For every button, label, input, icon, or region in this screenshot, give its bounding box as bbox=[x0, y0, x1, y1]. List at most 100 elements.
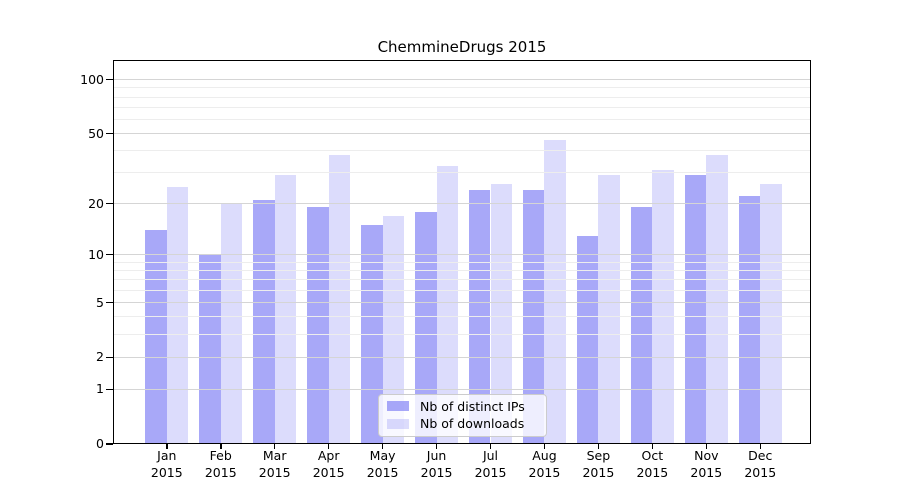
x-axis-tick-label-line: Jan bbox=[157, 448, 177, 463]
x-axis-tick-label: Nov 2015 bbox=[679, 448, 733, 481]
y-axis-tick-mark bbox=[105, 132, 113, 135]
bar-downloads bbox=[706, 154, 728, 444]
legend-item-distinct-ips: Nb of distinct IPs bbox=[387, 399, 538, 415]
bar-downloads bbox=[328, 154, 351, 444]
x-axis-tick-label-line: 2015 bbox=[420, 464, 453, 480]
bar-downloads bbox=[490, 183, 513, 444]
y-axis-tick-label: 0 bbox=[96, 436, 104, 451]
x-axis-tick-label: Mar 2015 bbox=[248, 448, 302, 481]
y-axis-tick-label: 5 bbox=[96, 294, 104, 310]
x-axis-tick-label-line: Jul bbox=[482, 448, 499, 463]
x-axis-tick-label-line: Dec bbox=[748, 448, 773, 463]
bar-distinct-ips bbox=[145, 230, 167, 444]
x-axis-tick-label: Sep 2015 bbox=[571, 448, 625, 481]
legend-item-downloads: Nb of downloads bbox=[387, 416, 538, 432]
x-axis-tick-label-line: Oct bbox=[641, 448, 664, 463]
chart-title: ChemmineDrugs 2015 bbox=[377, 38, 547, 56]
major-grid-line bbox=[113, 388, 811, 390]
bar-downloads bbox=[652, 170, 675, 444]
legend-label-downloads: Nb of downloads bbox=[420, 416, 525, 432]
legend-swatch-distinct-ips bbox=[387, 401, 409, 412]
x-axis-tick-mark bbox=[166, 444, 168, 449]
x-axis-tick-label-line: Aug bbox=[532, 448, 557, 463]
bar-distinct-ips bbox=[253, 199, 275, 444]
minor-grid-line bbox=[113, 118, 811, 120]
x-axis-tick-label: Jun 2015 bbox=[410, 448, 464, 481]
x-axis-tick-label-line: 2015 bbox=[204, 464, 237, 480]
bar-downloads bbox=[436, 165, 459, 444]
bar-distinct-ips bbox=[630, 207, 653, 444]
minor-grid-line bbox=[113, 289, 811, 291]
bar-downloads bbox=[166, 186, 189, 444]
x-axis-tick-label-line: Apr bbox=[317, 448, 340, 463]
minor-grid-line bbox=[113, 150, 811, 152]
x-axis-tick-mark bbox=[597, 444, 600, 449]
x-axis-tick-label-line: Sep bbox=[586, 448, 611, 463]
x-axis-tick-mark bbox=[273, 444, 276, 449]
minor-grid-line bbox=[113, 316, 811, 318]
y-axis-tick-label: 1 bbox=[96, 381, 104, 397]
x-axis-tick-label: May 2015 bbox=[356, 448, 410, 481]
minor-grid-line bbox=[113, 87, 811, 89]
x-axis-tick-mark bbox=[435, 444, 438, 449]
x-axis-tick-mark bbox=[651, 444, 654, 449]
bar-distinct-ips bbox=[306, 207, 329, 444]
y-axis-tick-label: 2 bbox=[96, 349, 104, 365]
minor-grid-line bbox=[113, 279, 811, 281]
y-axis-tick-mark bbox=[105, 202, 113, 205]
bar-downloads bbox=[544, 140, 567, 444]
major-grid-line bbox=[113, 302, 811, 304]
x-axis-tick-mark bbox=[543, 444, 546, 449]
x-axis-tick-mark bbox=[381, 444, 384, 449]
bar-distinct-ips bbox=[199, 254, 221, 444]
legend-label-distinct-ips: Nb of distinct IPs bbox=[420, 398, 525, 414]
bar-distinct-ips bbox=[684, 175, 707, 444]
y-axis-tick-label: 100 bbox=[80, 71, 104, 87]
x-axis-tick-label: Dec 2015 bbox=[733, 448, 787, 481]
x-axis-tick-label-line: 2015 bbox=[474, 464, 507, 480]
y-axis-tick-mark bbox=[105, 253, 113, 256]
x-axis-tick-label: Jul 2015 bbox=[464, 448, 518, 481]
bar-distinct-ips bbox=[576, 235, 599, 444]
x-axis-tick-label-line: 2015 bbox=[528, 464, 561, 480]
x-axis-tick-mark bbox=[489, 444, 492, 449]
x-axis-tick-label-line: May bbox=[369, 448, 396, 463]
y-axis-tick-mark bbox=[105, 356, 113, 358]
y-axis-tick-label: 10 bbox=[88, 246, 104, 262]
x-axis-tick-mark bbox=[759, 444, 761, 449]
x-axis-tick-mark bbox=[220, 444, 222, 449]
y-axis-tick-label: 20 bbox=[88, 195, 104, 211]
y-axis-tick-mark bbox=[105, 78, 113, 81]
minor-grid-line bbox=[113, 96, 811, 98]
x-axis-tick-mark bbox=[705, 444, 708, 449]
legend-swatch-downloads bbox=[387, 418, 409, 429]
x-axis-tick-label: Aug 2015 bbox=[517, 448, 571, 481]
x-axis-tick-label-line: Nov bbox=[694, 448, 719, 463]
x-axis-tick-label-line: 2015 bbox=[636, 464, 669, 480]
x-axis-tick-label: Feb 2015 bbox=[194, 448, 248, 481]
bar-downloads bbox=[274, 175, 297, 444]
y-axis-tick-mark bbox=[105, 443, 113, 445]
x-axis-tick-label: Apr 2015 bbox=[302, 448, 356, 481]
major-grid-line bbox=[113, 133, 811, 135]
plot-area: Nb of distinct IPs Nb of downloads bbox=[113, 59, 811, 444]
x-axis-tick-label-line: 2015 bbox=[690, 464, 723, 480]
major-grid-line bbox=[113, 79, 811, 81]
major-grid-line bbox=[113, 356, 811, 358]
legend: Nb of distinct IPs Nb of downloads bbox=[378, 393, 547, 437]
x-axis-tick-mark bbox=[327, 444, 330, 449]
y-axis-tick-label: 50 bbox=[88, 125, 104, 141]
x-axis-tick-label-line: 2015 bbox=[582, 464, 615, 480]
x-axis-tick-label-line: Mar bbox=[262, 448, 287, 463]
minor-grid-line bbox=[113, 334, 811, 336]
minor-grid-line bbox=[113, 106, 811, 108]
bar-distinct-ips bbox=[414, 211, 437, 444]
x-axis-tick-label-line: 2015 bbox=[258, 464, 291, 480]
x-axis-tick-label-line: Jun bbox=[426, 448, 447, 463]
minor-grid-line bbox=[113, 172, 811, 174]
bar-downloads bbox=[760, 183, 782, 444]
bar-distinct-ips bbox=[738, 196, 761, 444]
major-grid-line bbox=[113, 254, 811, 256]
x-axis-tick-label-line: 2015 bbox=[366, 464, 399, 480]
